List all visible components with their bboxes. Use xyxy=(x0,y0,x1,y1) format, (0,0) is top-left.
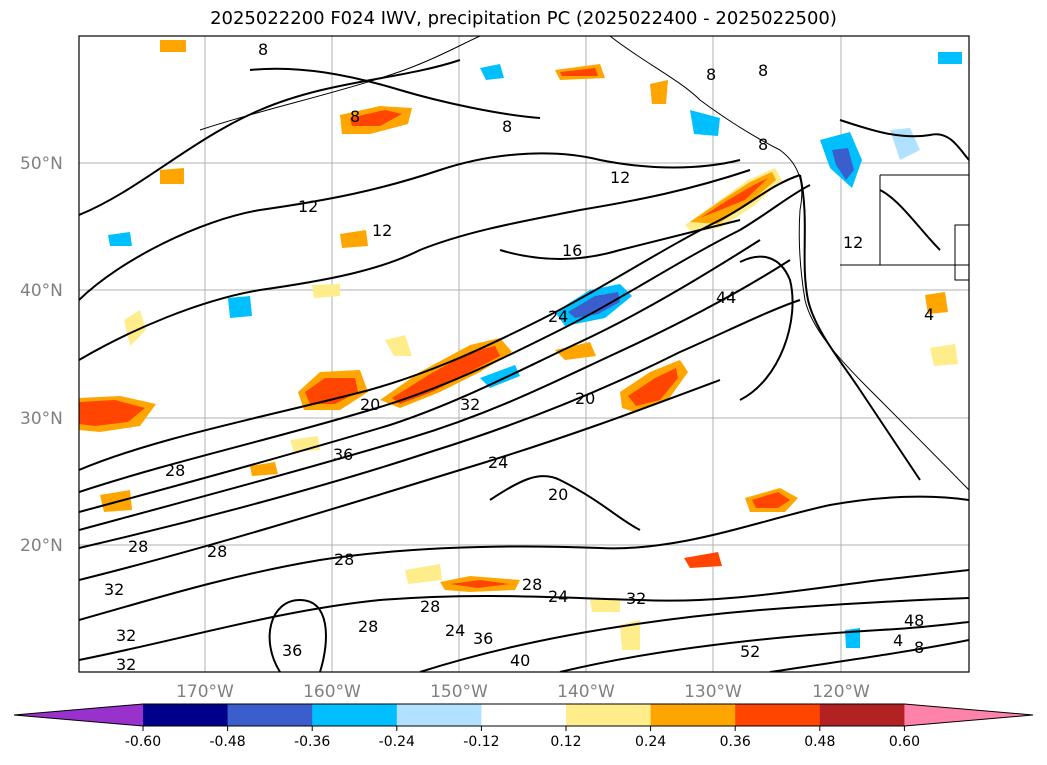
lon-label-120w: 120°W xyxy=(812,682,870,702)
contour-label: 12 xyxy=(610,168,630,187)
lat-label-30n: 30°N xyxy=(20,409,63,429)
colorbar-tick-label: 0.12 xyxy=(550,734,581,750)
lon-label-170w: 170°W xyxy=(176,682,234,702)
lon-labels: 170°W 160°W 150°W 140°W 130°W 120°W xyxy=(176,682,870,702)
contour-label: 28 xyxy=(128,537,148,556)
colorbar-tick-label: 0.24 xyxy=(635,734,666,750)
colorbar-segment xyxy=(143,704,229,726)
contour-label: 36 xyxy=(282,641,302,660)
contour-label: 28 xyxy=(165,461,185,480)
contour-label: 12 xyxy=(298,197,318,216)
contour-label: 48 xyxy=(904,611,924,630)
contour-label: 8 xyxy=(914,638,924,657)
plot-area xyxy=(79,36,969,672)
colorbar-tick-label: -0.24 xyxy=(379,734,415,750)
colorbar-segment xyxy=(650,704,736,726)
lat-label-20n: 20°N xyxy=(20,536,63,556)
contour-label: 8 xyxy=(758,135,768,154)
colorbar-segment xyxy=(819,704,905,726)
lat-labels: 50°N 40°N 30°N 20°N xyxy=(20,154,63,556)
colorbar-extend-high xyxy=(904,704,1033,726)
lat-label-50n: 50°N xyxy=(20,154,63,174)
colorbar-segment xyxy=(396,704,482,726)
contour-label: 28 xyxy=(358,617,378,636)
coastline xyxy=(199,36,969,491)
contour-label: 20 xyxy=(360,395,380,414)
contour-label: 8 xyxy=(258,40,268,59)
colorbar-extend-low xyxy=(14,704,143,726)
contour-label: 24 xyxy=(548,587,568,606)
lon-label-130w: 130°W xyxy=(684,682,742,702)
contour-label: 24 xyxy=(548,307,568,326)
contour-label: 44 xyxy=(716,288,736,307)
contour-label-4: 4 xyxy=(924,305,934,324)
contour-label: 28 xyxy=(207,542,227,561)
colorbar-segment xyxy=(566,704,652,726)
plot-frame xyxy=(78,35,970,673)
contour-labels: 8 8 8 8 8 8 12 12 12 12 16 20 20 20 24 2… xyxy=(104,40,924,674)
contour-label: 12 xyxy=(372,221,392,240)
contour-label: 28 xyxy=(334,550,354,569)
contour-label: 24 xyxy=(445,621,465,640)
contour-label: 28 xyxy=(522,575,542,594)
contour-label: 8 xyxy=(758,61,768,80)
contour-label: 40 xyxy=(510,651,530,670)
contour-label: 32 xyxy=(626,589,646,608)
colorbar-tick-label: -0.48 xyxy=(209,734,245,750)
contour-label: 32 xyxy=(460,395,480,414)
contour-label: 32 xyxy=(116,655,136,674)
contour-label: 16 xyxy=(562,241,582,260)
contour-label: 24 xyxy=(488,453,508,472)
colorbar-tick-label: 0.60 xyxy=(889,734,920,750)
contour-label: 12 xyxy=(843,233,863,252)
colorbar-tick-label: 0.36 xyxy=(720,734,751,750)
contour-label: 8 xyxy=(350,107,360,126)
contour-label: 32 xyxy=(116,626,136,645)
contour-label: 36 xyxy=(333,445,353,464)
contour-label: 52 xyxy=(740,642,760,661)
colorbar-segment xyxy=(312,704,398,726)
iwv-contours xyxy=(79,59,969,672)
contour-label: 28 xyxy=(420,597,440,616)
lat-label-40n: 40°N xyxy=(20,281,63,301)
figure-title: 2025022200 F024 IWV, precipitation PC (2… xyxy=(210,8,837,29)
contour-label: 8 xyxy=(706,65,716,84)
contour-label: 8 xyxy=(502,117,512,136)
contour-label: 36 xyxy=(473,629,493,648)
colorbar-tick-label: -0.36 xyxy=(294,734,330,750)
precip-shading xyxy=(79,40,962,650)
contour-label: 20 xyxy=(575,389,595,408)
lon-label-160w: 160°W xyxy=(303,682,361,702)
colorbar-tick-label: -0.12 xyxy=(463,734,499,750)
lon-label-140w: 140°W xyxy=(557,682,615,702)
contour-label: 4 xyxy=(893,631,903,650)
contour-label: 20 xyxy=(548,485,568,504)
colorbar: -0.60 -0.48 -0.36 -0.24 -0.12 0.12 0.24 0.36 0.4… xyxy=(13,703,1034,750)
lon-label-150w: 150°W xyxy=(430,682,488,702)
contour-label: 32 xyxy=(104,580,124,599)
colorbar-segment xyxy=(735,704,821,726)
colorbar-segment xyxy=(481,704,567,726)
colorbar-segment xyxy=(227,704,313,726)
colorbar-tick-label: 0.48 xyxy=(804,734,835,750)
colorbar-tick-label: -0.60 xyxy=(125,734,161,750)
